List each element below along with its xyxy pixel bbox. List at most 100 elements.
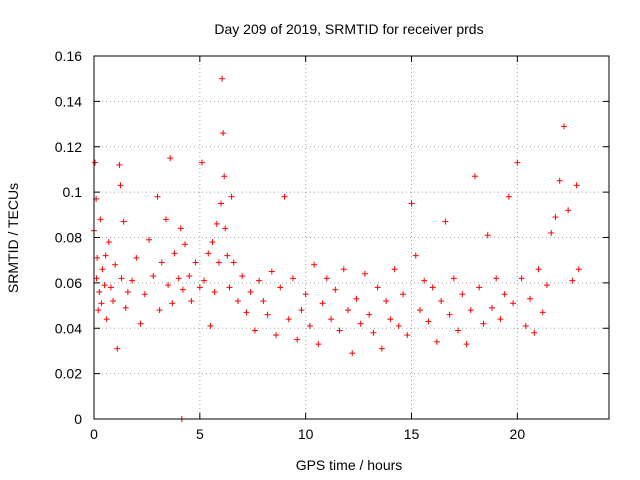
data-point bbox=[366, 311, 373, 318]
data-point bbox=[133, 254, 140, 261]
x-tick-label: 15 bbox=[404, 426, 420, 442]
data-point bbox=[122, 304, 129, 311]
data-point bbox=[285, 316, 292, 323]
y-tick-label: 0.12 bbox=[55, 139, 82, 155]
data-point bbox=[97, 216, 104, 223]
data-point bbox=[374, 284, 381, 291]
y-tick-label: 0.06 bbox=[55, 275, 82, 291]
data-point bbox=[357, 320, 364, 327]
data-point bbox=[220, 130, 227, 137]
data-point bbox=[421, 277, 428, 284]
data-point bbox=[573, 182, 580, 189]
data-point bbox=[95, 307, 102, 314]
data-point bbox=[400, 291, 407, 298]
data-point bbox=[459, 291, 466, 298]
data-point bbox=[429, 284, 436, 291]
data-point bbox=[221, 173, 228, 180]
x-tick-label: 5 bbox=[196, 426, 204, 442]
data-point bbox=[101, 282, 108, 289]
data-point bbox=[510, 300, 517, 307]
y-tick-label: 0.14 bbox=[55, 93, 82, 109]
data-point bbox=[105, 239, 112, 246]
data-point bbox=[442, 218, 449, 225]
data-point bbox=[277, 284, 284, 291]
data-point bbox=[412, 252, 419, 259]
data-point bbox=[425, 318, 432, 325]
data-point bbox=[93, 275, 100, 282]
data-point bbox=[196, 284, 203, 291]
data-point bbox=[201, 277, 208, 284]
data-point bbox=[186, 273, 193, 280]
data-point bbox=[118, 275, 125, 282]
data-point bbox=[455, 327, 462, 334]
data-point bbox=[281, 193, 288, 200]
data-point bbox=[171, 250, 178, 257]
data-point bbox=[294, 336, 301, 343]
data-point bbox=[182, 241, 189, 248]
data-point bbox=[117, 182, 124, 189]
data-point bbox=[154, 193, 161, 200]
data-point bbox=[226, 284, 233, 291]
data-point bbox=[146, 236, 153, 243]
axis-ticks bbox=[93, 55, 609, 420]
data-point bbox=[150, 273, 157, 280]
data-point bbox=[302, 291, 309, 298]
data-point bbox=[345, 307, 352, 314]
data-point bbox=[224, 252, 231, 259]
data-point bbox=[522, 322, 529, 329]
data-point bbox=[378, 345, 385, 352]
data-point bbox=[383, 298, 390, 305]
x-tick-labels: 0 5 10 15 20 bbox=[90, 426, 525, 442]
data-point bbox=[556, 177, 563, 184]
data-point bbox=[215, 259, 222, 266]
x-tick-label: 20 bbox=[510, 426, 526, 442]
data-point bbox=[476, 284, 483, 291]
data-point bbox=[114, 345, 121, 352]
data-point bbox=[228, 193, 235, 200]
data-point bbox=[179, 286, 186, 293]
data-point bbox=[472, 173, 479, 180]
data-point bbox=[480, 320, 487, 327]
data-point bbox=[264, 311, 271, 318]
data-point bbox=[370, 329, 377, 336]
data-point bbox=[98, 300, 105, 307]
data-point bbox=[177, 225, 184, 232]
data-point bbox=[251, 327, 258, 334]
data-points bbox=[91, 75, 582, 422]
data-point bbox=[416, 307, 423, 314]
data-point bbox=[319, 300, 326, 307]
data-point bbox=[433, 338, 440, 345]
data-point bbox=[94, 254, 101, 261]
data-point bbox=[569, 277, 576, 284]
data-point bbox=[298, 307, 305, 314]
data-point bbox=[96, 288, 103, 295]
data-point bbox=[552, 214, 559, 221]
data-point bbox=[218, 200, 225, 207]
data-point bbox=[493, 275, 500, 282]
data-point bbox=[518, 275, 525, 282]
data-point bbox=[463, 341, 470, 348]
data-point bbox=[514, 159, 521, 166]
data-point bbox=[340, 266, 347, 273]
data-point bbox=[209, 239, 216, 246]
data-point bbox=[162, 216, 169, 223]
data-point bbox=[243, 309, 250, 316]
data-point bbox=[467, 307, 474, 314]
data-point bbox=[336, 327, 343, 334]
data-point bbox=[141, 291, 148, 298]
data-point bbox=[501, 291, 508, 298]
data-point bbox=[198, 159, 205, 166]
y-tick-label: 0.1 bbox=[63, 184, 83, 200]
data-point bbox=[565, 207, 572, 214]
data-point bbox=[230, 259, 237, 266]
data-point bbox=[234, 298, 241, 305]
data-point bbox=[391, 266, 398, 273]
data-point bbox=[311, 261, 318, 268]
data-point bbox=[205, 250, 212, 257]
data-point bbox=[120, 218, 127, 225]
data-point bbox=[110, 298, 117, 305]
data-point bbox=[256, 277, 263, 284]
data-point bbox=[484, 232, 491, 239]
data-point bbox=[124, 288, 131, 295]
